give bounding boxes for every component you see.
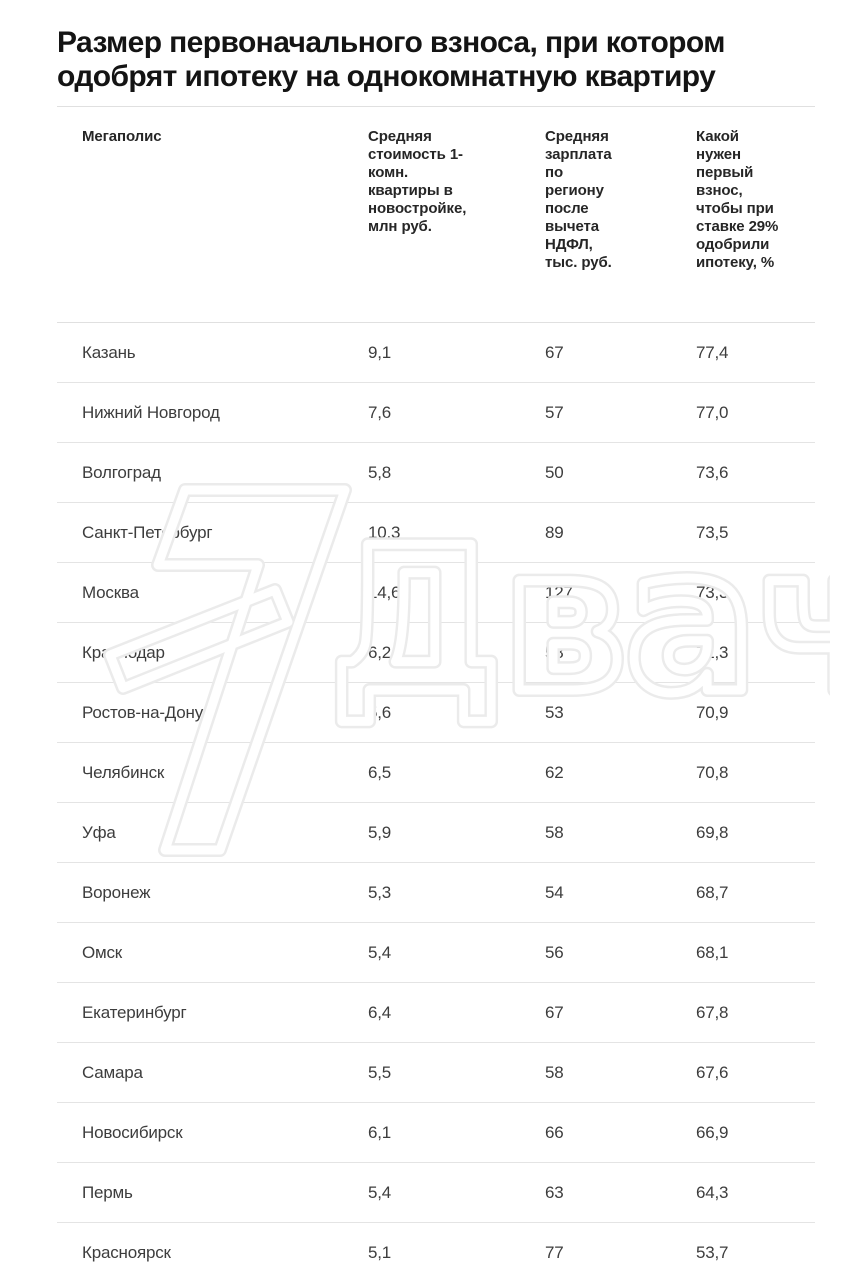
cell-city: Омск <box>82 942 123 962</box>
column-header-salary: Средняя зарплата по региону после вычета… <box>545 128 612 271</box>
cell-down-payment: 70,8 <box>696 762 729 782</box>
page-title-line-2: одобрят ипотеку на однокомнатную квартир… <box>57 60 716 94</box>
cell-down-payment: 53,7 <box>696 1242 729 1262</box>
cell-city: Новосибирск <box>82 1122 183 1142</box>
cell-price: 5,1 <box>368 1242 392 1262</box>
table-row: Санкт-Петербург 10,3 89 73,5 <box>57 503 815 563</box>
cell-salary: 58 <box>545 642 564 662</box>
cell-salary: 56 <box>545 942 564 962</box>
cell-down-payment: 64,3 <box>696 1182 729 1202</box>
cell-city: Пермь <box>82 1182 133 1202</box>
cell-salary: 57 <box>545 402 564 422</box>
cell-salary: 54 <box>545 882 564 902</box>
table-row: Екатеринбург 6,4 67 67,8 <box>57 983 815 1043</box>
page-title-line-1: Размер первоначального взноса, при котор… <box>57 26 725 60</box>
cell-city: Красноярск <box>82 1242 171 1262</box>
cell-price: 14,6 <box>368 582 401 602</box>
cell-city: Воронеж <box>82 882 151 902</box>
cell-city: Уфа <box>82 822 116 842</box>
cell-city: Нижний Новгород <box>82 402 220 422</box>
cell-price: 6,2 <box>368 642 392 662</box>
cell-salary: 50 <box>545 462 564 482</box>
table-row: Нижний Новгород 7,6 57 77,0 <box>57 383 815 443</box>
cell-down-payment: 67,6 <box>696 1062 729 1082</box>
cell-down-payment: 66,9 <box>696 1122 729 1142</box>
cell-price: 9,1 <box>368 342 392 362</box>
cell-down-payment: 73,6 <box>696 462 729 482</box>
table-row: Самара 5,5 58 67,6 <box>57 1043 815 1103</box>
cell-price: 6,1 <box>368 1122 392 1142</box>
cell-city: Санкт-Петербург <box>82 522 213 542</box>
cell-salary: 63 <box>545 1182 564 1202</box>
cell-salary: 66 <box>545 1122 564 1142</box>
table-row: Краснодар 6,2 58 71,3 <box>57 623 815 683</box>
cell-city: Ростов-на-Дону <box>82 702 204 722</box>
cell-price: 10,3 <box>368 522 401 542</box>
cell-salary: 58 <box>545 1062 564 1082</box>
cell-city: Казань <box>82 342 136 362</box>
table-row: Казань 9,1 67 77,4 <box>57 323 815 383</box>
cell-salary: 77 <box>545 1242 564 1262</box>
cell-city: Краснодар <box>82 642 165 662</box>
cell-price: 5,4 <box>368 942 392 962</box>
cell-down-payment: 70,9 <box>696 702 729 722</box>
data-table: Мегаполис Средняя стоимость 1-комн. квар… <box>57 106 815 1280</box>
cell-salary: 127 <box>545 582 573 602</box>
table-header: Мегаполис Средняя стоимость 1-комн. квар… <box>57 106 815 323</box>
cell-down-payment: 68,7 <box>696 882 729 902</box>
cell-salary: 58 <box>545 822 564 842</box>
cell-salary: 53 <box>545 702 564 722</box>
cell-price: 5,5 <box>368 1062 392 1082</box>
cell-down-payment: 69,8 <box>696 822 729 842</box>
cell-price: 6,5 <box>368 762 392 782</box>
table-row: Волгоград 5,8 50 73,6 <box>57 443 815 503</box>
cell-city: Челябинск <box>82 762 165 782</box>
table-row: Омск 5,4 56 68,1 <box>57 923 815 983</box>
cell-price: 6,4 <box>368 1002 392 1022</box>
page-title: Размер первоначального взноса, при котор… <box>57 26 817 94</box>
table-row: Воронеж 5,3 54 68,7 <box>57 863 815 923</box>
cell-price: 7,6 <box>368 402 392 422</box>
cell-down-payment: 71,3 <box>696 642 729 662</box>
cell-down-payment: 73,5 <box>696 522 729 542</box>
table-row: Пермь 5,4 63 64,3 <box>57 1163 815 1223</box>
table-row: Уфа 5,9 58 69,8 <box>57 803 815 863</box>
cell-down-payment: 77,0 <box>696 402 729 422</box>
cell-salary: 67 <box>545 1002 564 1022</box>
cell-down-payment: 73,3 <box>696 582 729 602</box>
cell-salary: 67 <box>545 342 564 362</box>
cell-price: 5,8 <box>368 462 392 482</box>
cell-price: 5,3 <box>368 882 392 902</box>
cell-salary: 89 <box>545 522 564 542</box>
column-header-down-payment: Какой нужен первый взнос, чтобы при став… <box>696 128 779 271</box>
column-header-city: Мегаполис <box>82 128 162 145</box>
cell-down-payment: 77,4 <box>696 342 729 362</box>
cell-city: Волгоград <box>82 462 161 482</box>
cell-down-payment: 67,8 <box>696 1002 729 1022</box>
table-body: Казань 9,1 67 77,4 Нижний Новгород 7,6 5… <box>57 323 815 1280</box>
column-header-price: Средняя стоимость 1-комн. квартиры в нов… <box>368 128 467 235</box>
table-row: Красноярск 5,1 77 53,7 <box>57 1223 815 1280</box>
cell-price: 5,6 <box>368 702 392 722</box>
cell-price: 5,4 <box>368 1182 392 1202</box>
cell-price: 5,9 <box>368 822 392 842</box>
table-row: Москва 14,6 127 73,3 <box>57 563 815 623</box>
table-row: Ростов-на-Дону 5,6 53 70,9 <box>57 683 815 743</box>
table-row: Челябинск 6,5 62 70,8 <box>57 743 815 803</box>
cell-salary: 62 <box>545 762 564 782</box>
cell-city: Екатеринбург <box>82 1002 187 1022</box>
cell-city: Москва <box>82 582 139 602</box>
cell-city: Самара <box>82 1062 143 1082</box>
table-row: Новосибирск 6,1 66 66,9 <box>57 1103 815 1163</box>
cell-down-payment: 68,1 <box>696 942 729 962</box>
